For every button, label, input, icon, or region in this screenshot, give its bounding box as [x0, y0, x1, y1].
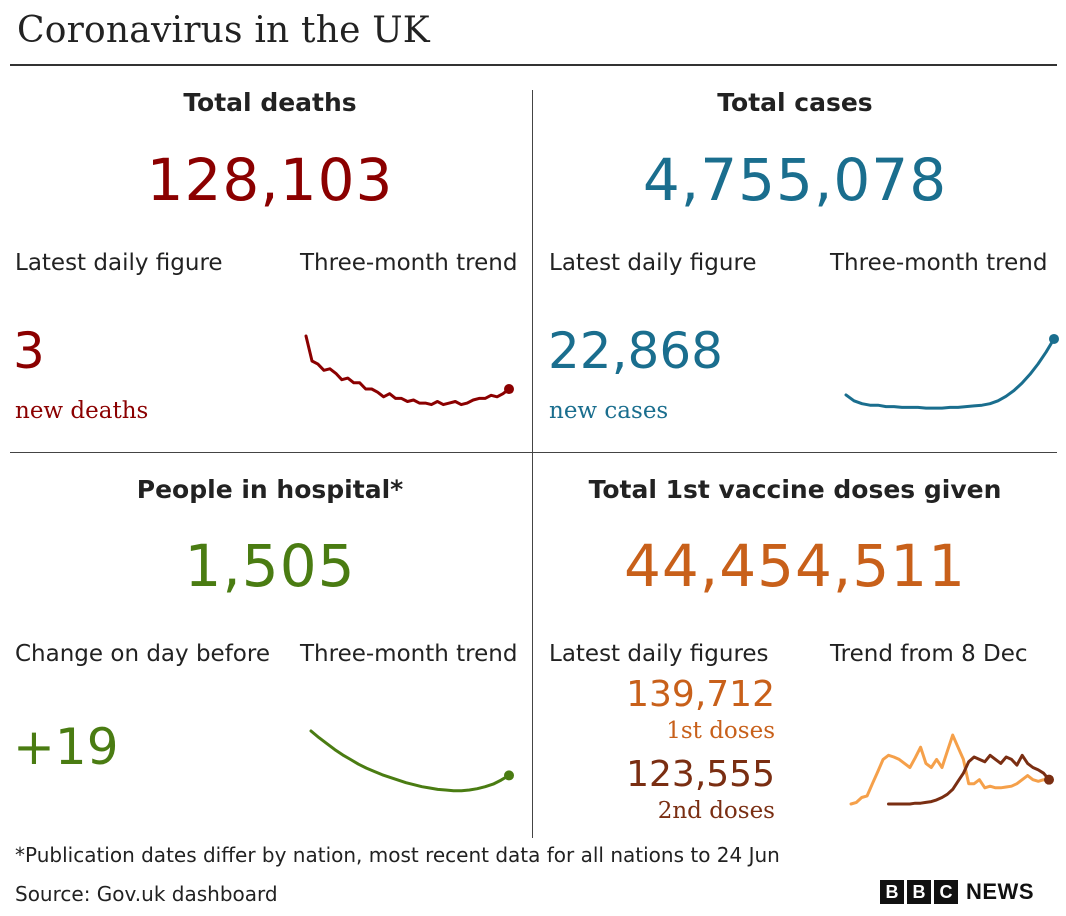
hospital-trend-chart [309, 729, 514, 793]
deaths-latest-label: Latest daily figure [15, 250, 223, 276]
deaths-heading: Total deaths [183, 88, 357, 117]
hospital-trend-line [309, 729, 511, 793]
cases-trend-label: Three-month trend [830, 250, 1048, 276]
second-dose-value: 123,555 [626, 754, 775, 795]
vaccine-trend-chart [849, 733, 1054, 806]
vaccine-total: 44,454,511 [623, 532, 967, 600]
hospital-change-label: Change on day before [15, 641, 270, 667]
cases-daily-unit: new cases [549, 398, 669, 424]
bbc-news-logo: B B C NEWS [880, 878, 1034, 906]
cases-heading: Total cases [717, 88, 873, 117]
vaccine-trend-label: Trend from 8 Dec [830, 641, 1028, 667]
title-rule [10, 64, 1057, 66]
bbc-logo-letter: B [907, 880, 931, 904]
horizontal-divider [10, 452, 1057, 453]
vaccine-latest-label: Latest daily figures [549, 641, 769, 667]
vaccine-heading: Total 1st vaccine doses given [588, 475, 1002, 504]
deaths-daily-unit: new deaths [15, 398, 149, 424]
page-title: Coronavirus in the UK [17, 10, 430, 51]
cases-trend-endpoint [1049, 333, 1059, 344]
cases-trend-chart [844, 333, 1059, 410]
cases-latest-label: Latest daily figure [549, 250, 757, 276]
deaths-trend-chart [304, 334, 514, 407]
bbc-logo-news: NEWS [966, 879, 1034, 904]
first-dose-trend-line [849, 733, 1051, 806]
deaths-daily-value: 3 [13, 322, 45, 380]
cases-total: 4,755,078 [642, 146, 948, 214]
cases-trend-line [844, 337, 1056, 410]
second-dose-unit: 2nd doses [657, 798, 775, 824]
deaths-trend-line [304, 334, 511, 407]
hospital-trend-label: Three-month trend [300, 641, 518, 667]
deaths-total: 128,103 [146, 146, 394, 214]
second-dose-trend-endpoint [1044, 774, 1054, 785]
deaths-trend-endpoint [504, 384, 514, 395]
second-dose-trend-line [887, 753, 1051, 806]
hospital-total: 1,505 [184, 532, 356, 600]
first-dose-unit: 1st doses [666, 718, 775, 744]
hospital-trend-endpoint [504, 770, 514, 781]
bbc-logo-letter: C [934, 880, 958, 904]
bbc-logo-letter: B [880, 880, 904, 904]
cases-daily-value: 22,868 [548, 322, 723, 380]
deaths-trend-label: Three-month trend [300, 250, 518, 276]
hospital-change-value: +19 [13, 718, 119, 776]
source-note: Source: Gov.uk dashboard [15, 882, 278, 906]
first-dose-value: 139,712 [626, 674, 775, 715]
vertical-divider [532, 90, 533, 838]
hospital-heading: People in hospital* [136, 475, 404, 504]
footnote: *Publication dates differ by nation, mos… [15, 843, 780, 867]
